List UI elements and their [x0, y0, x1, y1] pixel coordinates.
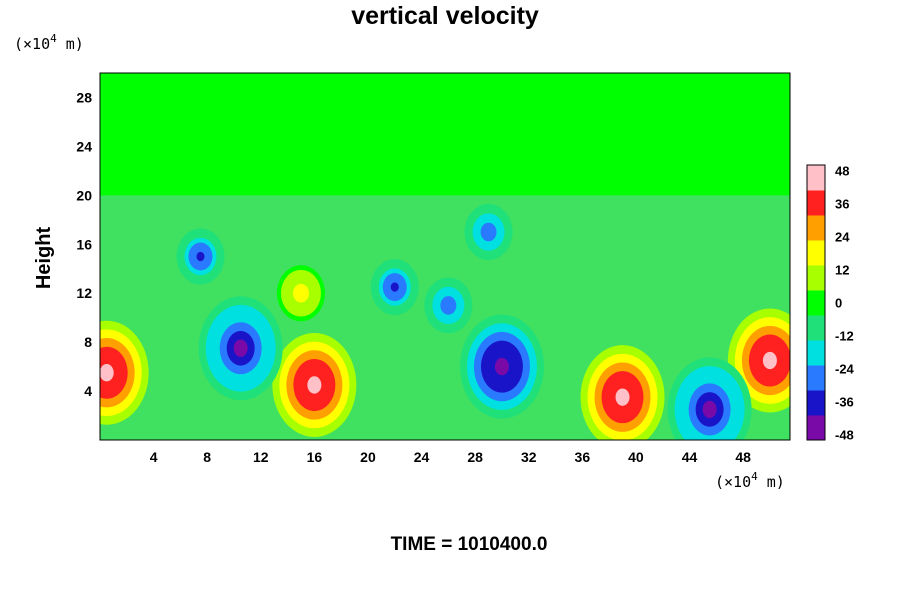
- updraft-cell-0: [100, 320, 149, 425]
- contour-ring: [307, 376, 322, 394]
- contour-ring: [296, 288, 305, 298]
- colorbar: 48 36 24 12 0 -12 -24 -36 -48: [806, 164, 855, 443]
- colorbar-swatch: [807, 365, 825, 391]
- colorbar-swatch: [807, 265, 825, 291]
- downdraft-cell-11: [464, 204, 513, 261]
- colorbar-tick-label: 48: [835, 164, 849, 179]
- colorbar-tick-label: -24: [835, 362, 855, 377]
- y-tick-label: 12: [76, 285, 92, 301]
- contour-ring: [762, 351, 777, 370]
- chart-title: vertical velocity: [351, 2, 539, 30]
- updraft-cell-4: [727, 308, 790, 413]
- plot-area: [99, 72, 791, 441]
- colorbar-swatch: [807, 415, 825, 441]
- updraft-cell-1: [272, 332, 357, 437]
- x-tick-label: 20: [360, 449, 376, 465]
- contour-ring: [233, 339, 248, 357]
- colorbar-swatch: [807, 315, 825, 341]
- updraft-cell-3: [580, 345, 665, 440]
- contour-ring: [444, 300, 453, 311]
- y-tick-label: 16: [76, 236, 92, 252]
- x-tick-label: 40: [628, 449, 644, 465]
- x-tick-label: 48: [735, 449, 751, 465]
- downdraft-cell-5: [459, 314, 544, 419]
- contour-ring: [615, 388, 630, 406]
- x-tick-label: 8: [203, 449, 211, 465]
- y-tick-label: 24: [76, 138, 92, 154]
- contour-ring: [494, 357, 509, 376]
- colorbar-frame: [806, 164, 826, 441]
- colorbar-swatch: [807, 340, 825, 366]
- x-axis-unit: (×104 m): [715, 470, 785, 491]
- x-tick-label: 36: [575, 449, 591, 465]
- contour-ring: [196, 251, 205, 262]
- downdraft-cell-7: [667, 357, 752, 440]
- colorbar-swatch: [807, 165, 825, 191]
- colorbar-tick-label: 36: [835, 197, 849, 212]
- y-tick-label: 8: [84, 334, 92, 350]
- colorbar-tick-label: -48: [835, 428, 854, 443]
- x-tick-label: 24: [414, 449, 430, 465]
- colorbar-swatch: [807, 390, 825, 416]
- contour-ring: [100, 364, 114, 382]
- colorbar-swatch: [807, 290, 825, 316]
- colorbar-tick-label: -12: [835, 329, 854, 344]
- colorbar-tick-label: 24: [835, 230, 850, 245]
- x-tick-label: 16: [307, 449, 323, 465]
- colorbar-swatch: [807, 190, 825, 216]
- time-label: TIME = 1010400.0: [391, 534, 548, 555]
- downdraft-cell-10: [424, 277, 473, 334]
- downdraft-cell-6: [198, 296, 283, 401]
- colorbar-swatch: [807, 240, 825, 266]
- downdraft-cell-9: [370, 259, 419, 316]
- y-tick-label: 20: [76, 187, 92, 203]
- y-axis-label: Height: [33, 227, 55, 290]
- y-axis-unit: (×104 m): [14, 32, 84, 53]
- x-tick-label: 44: [682, 449, 698, 465]
- colorbar-tick-label: -36: [835, 395, 854, 410]
- y-axis-ticks: 4 8 12 16 20 24 28: [76, 89, 92, 399]
- colorbar-tick-label: 0: [835, 296, 842, 311]
- y-tick-label: 4: [84, 383, 92, 399]
- colorbar-swatch: [807, 215, 825, 241]
- contour-ring: [390, 282, 399, 292]
- updraft-cell-2: [276, 265, 325, 322]
- colorbar-tick-label: 12: [835, 263, 849, 278]
- x-tick-label: 32: [521, 449, 537, 465]
- downdraft-cell-8: [176, 228, 225, 285]
- contour-ring: [702, 400, 717, 419]
- contour-ring: [484, 227, 493, 237]
- x-tick-label: 28: [467, 449, 483, 465]
- x-tick-label: 12: [253, 449, 269, 465]
- x-tick-label: 4: [150, 449, 158, 465]
- y-tick-label: 28: [76, 89, 92, 105]
- plot-frame: [99, 72, 791, 441]
- x-axis-ticks: 4 8 12 16 20 24 28 32 36 40 44 48: [150, 449, 751, 465]
